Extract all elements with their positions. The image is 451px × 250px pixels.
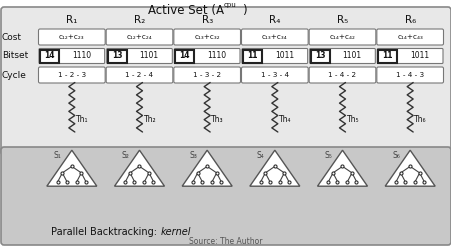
Text: R₁: R₁ bbox=[66, 15, 78, 25]
FancyBboxPatch shape bbox=[106, 29, 172, 45]
Text: 13: 13 bbox=[112, 52, 122, 60]
Polygon shape bbox=[249, 150, 299, 186]
Text: Cycle: Cycle bbox=[2, 70, 27, 80]
Text: Th₁: Th₁ bbox=[76, 116, 88, 124]
Text: 14: 14 bbox=[179, 52, 190, 60]
Text: c₁₃+c₃₂: c₁₃+c₃₂ bbox=[194, 34, 220, 40]
Text: S₁: S₁ bbox=[54, 152, 62, 160]
FancyBboxPatch shape bbox=[309, 48, 374, 64]
Polygon shape bbox=[182, 150, 232, 186]
FancyBboxPatch shape bbox=[174, 67, 240, 83]
Text: 1 - 4 - 2: 1 - 4 - 2 bbox=[328, 72, 356, 78]
Bar bbox=[310, 50, 329, 62]
Text: Cost: Cost bbox=[2, 32, 22, 42]
Polygon shape bbox=[47, 150, 97, 186]
Text: 1 - 4 - 3: 1 - 4 - 3 bbox=[395, 72, 423, 78]
Text: R₂: R₂ bbox=[133, 15, 145, 25]
FancyBboxPatch shape bbox=[308, 29, 375, 45]
Bar bbox=[175, 50, 194, 62]
Text: 1011: 1011 bbox=[409, 52, 428, 60]
Text: S₆: S₆ bbox=[391, 152, 399, 160]
Text: Parallel Backtracking:: Parallel Backtracking: bbox=[51, 227, 160, 237]
Text: 1 - 3 - 2: 1 - 3 - 2 bbox=[193, 72, 221, 78]
Text: 13: 13 bbox=[314, 52, 325, 60]
Text: Th₅: Th₅ bbox=[346, 116, 359, 124]
Text: 11: 11 bbox=[382, 52, 392, 60]
Text: c₁₂+c₂₄: c₁₂+c₂₄ bbox=[126, 34, 152, 40]
FancyBboxPatch shape bbox=[308, 67, 375, 83]
Polygon shape bbox=[114, 150, 164, 186]
FancyBboxPatch shape bbox=[174, 48, 239, 64]
Text: 1011: 1011 bbox=[274, 52, 293, 60]
Text: 1101: 1101 bbox=[342, 52, 361, 60]
FancyBboxPatch shape bbox=[106, 48, 172, 64]
FancyBboxPatch shape bbox=[38, 29, 105, 45]
Text: Th₂: Th₂ bbox=[143, 116, 156, 124]
FancyBboxPatch shape bbox=[174, 29, 240, 45]
FancyBboxPatch shape bbox=[106, 67, 172, 83]
Text: Th₆: Th₆ bbox=[413, 116, 426, 124]
Polygon shape bbox=[317, 150, 367, 186]
FancyBboxPatch shape bbox=[241, 67, 308, 83]
FancyBboxPatch shape bbox=[38, 67, 105, 83]
Text: 1 - 2 - 4: 1 - 2 - 4 bbox=[125, 72, 153, 78]
Polygon shape bbox=[384, 150, 434, 186]
FancyBboxPatch shape bbox=[1, 7, 450, 155]
Text: Th₄: Th₄ bbox=[278, 116, 291, 124]
FancyBboxPatch shape bbox=[376, 29, 442, 45]
Bar bbox=[40, 50, 59, 62]
Text: Th₃: Th₃ bbox=[211, 116, 223, 124]
Text: R₃: R₃ bbox=[201, 15, 212, 25]
Text: S₃: S₃ bbox=[189, 152, 197, 160]
Text: S₅: S₅ bbox=[324, 152, 331, 160]
Bar bbox=[377, 50, 396, 62]
Text: 11: 11 bbox=[247, 52, 257, 60]
Text: 1110: 1110 bbox=[207, 52, 226, 60]
Text: cpu: cpu bbox=[224, 2, 236, 8]
FancyBboxPatch shape bbox=[39, 48, 105, 64]
Text: R₆: R₆ bbox=[404, 15, 415, 25]
Text: S₂: S₂ bbox=[121, 152, 129, 160]
Bar bbox=[107, 50, 126, 62]
Text: Active Set (A: Active Set (A bbox=[147, 4, 224, 17]
Text: ): ) bbox=[241, 4, 246, 17]
FancyBboxPatch shape bbox=[376, 67, 442, 83]
FancyBboxPatch shape bbox=[241, 29, 308, 45]
Text: 1110: 1110 bbox=[72, 52, 91, 60]
Text: R₄: R₄ bbox=[268, 15, 280, 25]
Bar bbox=[243, 50, 262, 62]
Text: 14: 14 bbox=[44, 52, 55, 60]
FancyBboxPatch shape bbox=[1, 147, 450, 245]
Text: kernel: kernel bbox=[161, 227, 191, 237]
Text: Source: The Author: Source: The Author bbox=[189, 237, 262, 246]
FancyBboxPatch shape bbox=[241, 48, 307, 64]
Text: 1 - 2 - 3: 1 - 2 - 3 bbox=[58, 72, 86, 78]
Text: S₄: S₄ bbox=[256, 152, 264, 160]
Text: c₁₃+c₃₄: c₁₃+c₃₄ bbox=[262, 34, 287, 40]
Text: c₁₄+c₄₃: c₁₄+c₄₃ bbox=[396, 34, 422, 40]
Text: 1 - 3 - 4: 1 - 3 - 4 bbox=[260, 72, 288, 78]
Text: c₁₂+c₂₃: c₁₂+c₂₃ bbox=[59, 34, 84, 40]
Text: Bitset: Bitset bbox=[2, 52, 28, 60]
FancyBboxPatch shape bbox=[377, 48, 442, 64]
Text: 1101: 1101 bbox=[139, 52, 158, 60]
Text: c₁₄+c₄₂: c₁₄+c₄₂ bbox=[329, 34, 354, 40]
Text: R₅: R₅ bbox=[336, 15, 347, 25]
